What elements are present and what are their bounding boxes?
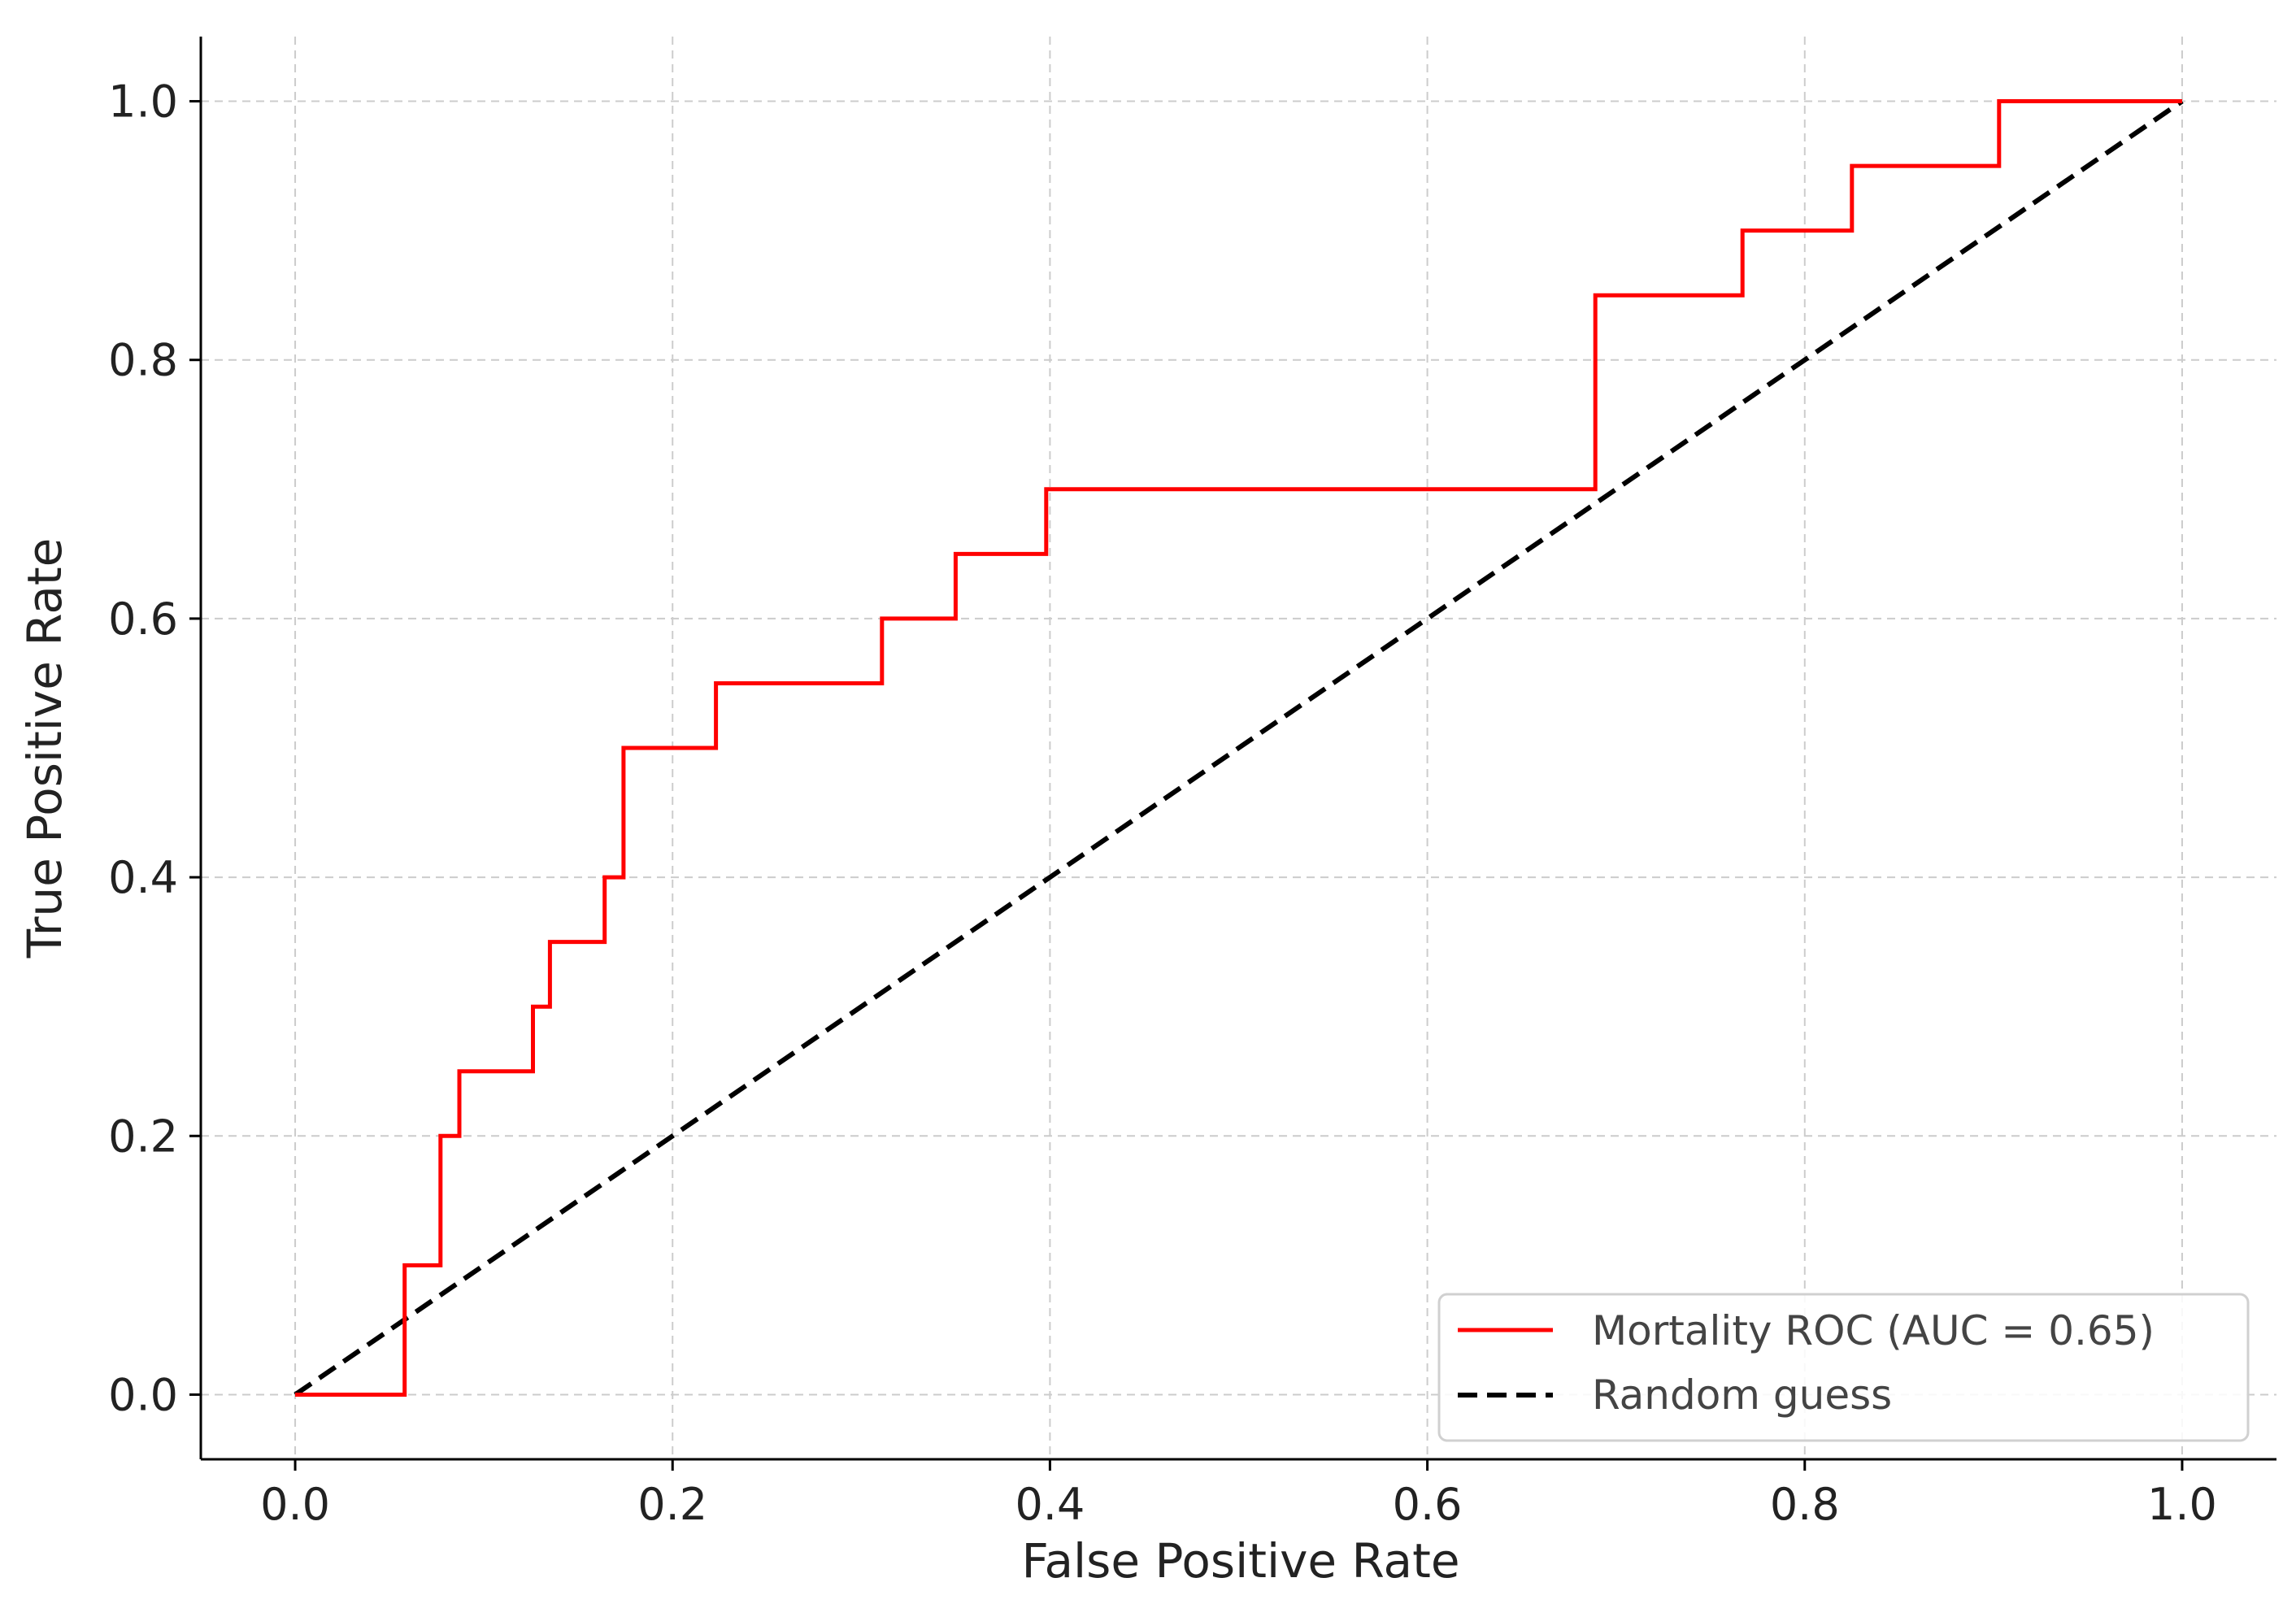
y-tick-label: 1.0 <box>108 76 178 128</box>
y-tick-label: 0.8 <box>108 335 178 386</box>
y-tick-label: 0.4 <box>108 852 178 903</box>
series-layer <box>294 99 2184 1397</box>
axes <box>189 37 2276 1471</box>
x-tick-label: 0.2 <box>637 1479 707 1530</box>
x-tick-label: 1.0 <box>2147 1479 2217 1530</box>
x-tick-label: 0.8 <box>1770 1479 1840 1530</box>
x-tick-label: 0.4 <box>1015 1479 1085 1530</box>
legend-box <box>1437 1293 2250 1442</box>
y-tick-label: 0.6 <box>108 593 178 645</box>
x-tick-label: 0.6 <box>1393 1479 1463 1530</box>
tick-labels: 0.0 0.2 0.4 0.6 0.8 1.0 0.0 0.2 0.4 0.6 0.8 1.0 <box>108 76 2217 1530</box>
y-tick-label: 0.0 <box>108 1369 178 1420</box>
random-guess-line <box>294 99 2184 1397</box>
roc-curve-line <box>295 99 2182 1397</box>
legend: Mortality ROC (AUC = 0.65) Random guess <box>1437 1293 2250 1442</box>
y-tick-label: 0.2 <box>108 1111 178 1162</box>
legend-label-roc: Mortality ROC (AUC = 0.65) <box>1592 1307 2155 1354</box>
legend-label-random: Random guess <box>1592 1371 1892 1419</box>
x-axis-label: False Positive Rate <box>1021 1533 1459 1589</box>
x-tick-label: 0.0 <box>260 1479 330 1530</box>
y-axis-label: True Positive Rate <box>17 538 72 959</box>
